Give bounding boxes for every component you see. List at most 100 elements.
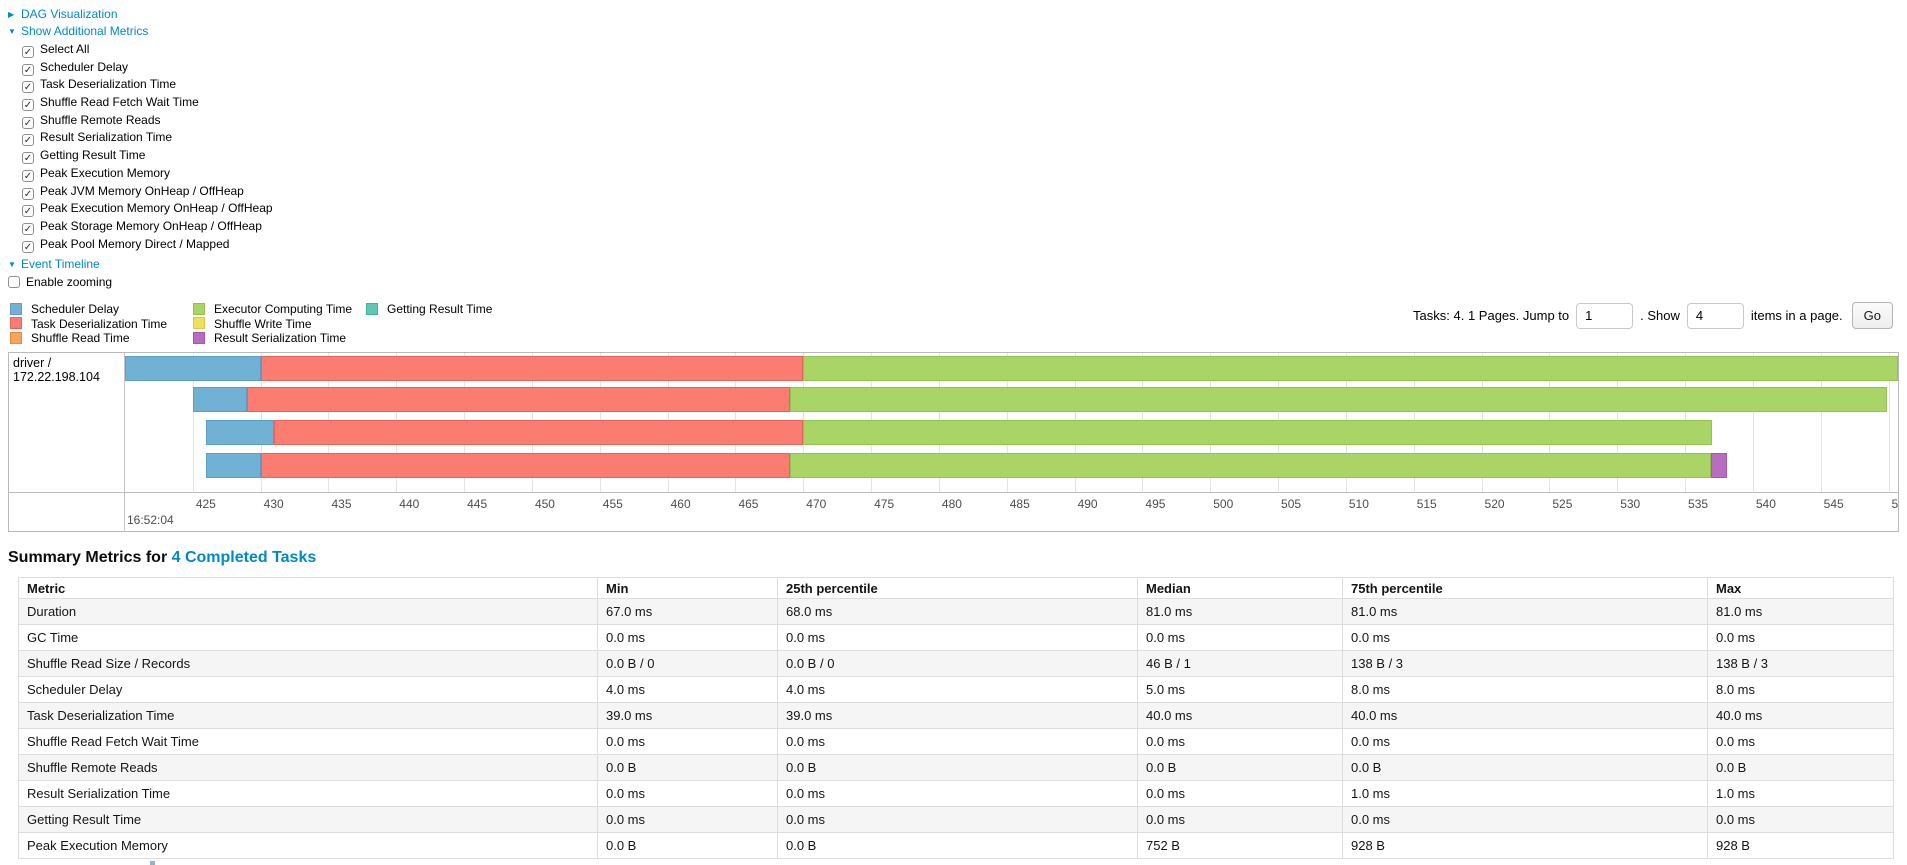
timeline-bar-task-deserialization-time[interactable] (260, 356, 804, 382)
legend-label: Task Deserialization Time (31, 316, 168, 331)
checkbox-icon[interactable]: ✓ (22, 187, 34, 200)
legend-item-scheduler-delay: Scheduler Delay (10, 302, 193, 317)
timeline-bar-scheduler-delay[interactable] (125, 356, 261, 382)
timeline-bar-executor-computing-time[interactable] (789, 453, 1711, 479)
checkbox-icon[interactable]: ✓ (22, 134, 34, 147)
metric-checkbox-item-shuffle-remote-reads[interactable]: ✓ Shuffle Remote Reads (22, 112, 1907, 130)
summary-metric-name: Shuffle Remote Reads (18, 754, 598, 782)
timeline-bar-result-serialization-time[interactable] (1710, 453, 1728, 479)
timeline-tick-label: 445 (467, 497, 488, 512)
metric-checkbox-item-peak-execution-memory-onheap-offheap[interactable]: ✓ Peak Execution Memory OnHeap / OffHeap (22, 200, 1907, 218)
timeline-tick-label: 440 (399, 497, 420, 512)
summary-metric-name: Peak Execution Memory (18, 832, 598, 860)
checkbox-icon[interactable]: ✓ (22, 169, 34, 182)
summary-metric-value: 138 B / 3 (1342, 650, 1708, 678)
enable-zooming-checkbox-icon[interactable] (8, 276, 20, 289)
summary-metric-value: 40.0 ms (1342, 702, 1708, 730)
summary-metric-name: Getting Result Time (18, 806, 598, 834)
timeline-bar-task-deserialization-time[interactable] (247, 387, 790, 413)
timeline-tick-label: 425 (195, 497, 216, 512)
legend-label: Scheduler Delay (31, 302, 120, 317)
legend-label: Executor Computing Time (214, 302, 353, 317)
legend-swatch-icon (366, 302, 378, 315)
completed-tasks-link[interactable]: 4 Completed Tasks (171, 549, 317, 567)
clipped-bottom-content (150, 861, 155, 865)
executor-group-label: driver / 172.22.198.104 (9, 353, 125, 532)
legend-item-task-deserialization-time: Task Deserialization Time (10, 317, 193, 332)
checkbox-icon[interactable]: ✓ (22, 116, 34, 129)
metric-checkbox-item-peak-jvm-memory-onheap-offheap[interactable]: ✓ Peak JVM Memory OnHeap / OffHeap (22, 183, 1907, 201)
timeline-gridline (192, 353, 194, 493)
timeline-tick-label: 465 (738, 497, 759, 512)
legend-swatch-icon (10, 302, 22, 315)
legend-item-shuffle-write-time: Shuffle Write Time (193, 317, 366, 332)
summary-metric-value: 8.0 ms (1707, 676, 1894, 704)
legend-column: Getting Result Time (366, 302, 492, 317)
metric-checkbox-item-scheduler-delay[interactable]: ✓ Scheduler Delay (22, 59, 1907, 77)
checkbox-icon[interactable]: ✓ (22, 63, 34, 76)
metrics-checkbox-list: ✓ Select All ✓ Scheduler Delay ✓ Task Deseria… (22, 41, 1907, 253)
timeline-bar-executor-computing-time[interactable] (803, 420, 1713, 446)
summary-metric-name: GC Time (18, 624, 598, 652)
enable-zooming-row[interactable]: Enable zooming (8, 274, 1907, 290)
checkbox-icon[interactable]: ✓ (22, 81, 34, 94)
summary-metric-name: Result Serialization Time (18, 780, 598, 808)
show-text: . Show (1640, 308, 1680, 324)
summary-column-header-25th-percentile: 25th percentile (777, 577, 1138, 600)
summary-metric-value: 4.0 ms (777, 676, 1138, 704)
metric-checkbox-item-peak-execution-memory[interactable]: ✓ Peak Execution Memory (22, 165, 1907, 183)
timeline-bar-scheduler-delay[interactable] (206, 453, 261, 479)
timeline-bar-scheduler-delay[interactable] (192, 387, 248, 413)
timeline-bar-executor-computing-time[interactable] (803, 356, 1898, 382)
metric-checkbox-item-shuffle-read-fetch-wait-time[interactable]: ✓ Shuffle Read Fetch Wait Time (22, 94, 1907, 112)
metric-checkbox-item-peak-storage-memory-onheap-offheap[interactable]: ✓ Peak Storage Memory OnHeap / OffHeap (22, 218, 1907, 236)
checkbox-icon[interactable]: ✓ (22, 99, 34, 112)
legend-label: Getting Result Time (387, 302, 493, 317)
summary-metric-value: 68.0 ms (777, 598, 1138, 626)
summary-metric-value: 0.0 ms (1137, 780, 1343, 808)
summary-metric-name: Duration (18, 598, 598, 626)
checkbox-icon[interactable]: ✓ (22, 152, 34, 165)
timeline-tick-label: 535 (1688, 497, 1709, 512)
legend-swatch-icon (193, 331, 205, 344)
summary-column-header-75th-percentile: 75th percentile (1342, 577, 1708, 600)
event-timeline-toggle[interactable]: ▼ Event Timeline (8, 257, 1907, 272)
metric-checkbox-label: Peak Execution Memory (40, 165, 171, 180)
metric-checkbox-item-select-all[interactable]: ✓ Select All (22, 41, 1907, 59)
event-timeline-link[interactable]: Event Timeline (21, 257, 100, 272)
dag-visualization-toggle[interactable]: ▶ DAG Visualization (8, 7, 1907, 22)
checkbox-icon[interactable]: ✓ (22, 46, 34, 58)
jump-to-page-input[interactable] (1576, 302, 1634, 329)
checkbox-icon[interactable]: ✓ (22, 222, 34, 235)
metric-checkbox-label: Task Deserialization Time (40, 77, 177, 92)
timeline-major-tick-label: 16:52:04 (127, 513, 174, 528)
page-size-input[interactable] (1686, 302, 1744, 329)
show-additional-metrics-toggle[interactable]: ▼ Show Additional Metrics (8, 24, 1907, 39)
summary-metric-value: 928 B (1342, 832, 1708, 860)
summary-metric-value: 0.0 B (777, 754, 1138, 782)
metric-checkbox-item-peak-pool-memory-direct-mapped[interactable]: ✓ Peak Pool Memory Direct / Mapped (22, 236, 1907, 254)
metric-checkbox-item-getting-result-time[interactable]: ✓ Getting Result Time (22, 147, 1907, 165)
go-button[interactable]: Go (1851, 302, 1893, 330)
legend-label: Shuffle Write Time (214, 316, 312, 331)
tasks-count-text: Tasks: 4. 1 Pages. Jump to (1413, 308, 1570, 324)
show-additional-metrics-link[interactable]: Show Additional Metrics (21, 24, 149, 38)
summary-row-shuffle-remote-reads: Shuffle Remote Reads 0.0 B 0.0 B 0.0 B 0.0 B… (18, 754, 1894, 782)
timeline-bar-executor-computing-time[interactable] (789, 387, 1888, 413)
metric-checkbox-item-result-serialization-time[interactable]: ✓ Result Serialization Time (22, 129, 1907, 147)
dag-visualization-link[interactable]: DAG Visualization (21, 7, 118, 21)
legend-swatch-icon (10, 317, 22, 330)
checkbox-icon[interactable]: ✓ (22, 205, 34, 218)
timeline-bar-task-deserialization-time[interactable] (260, 453, 790, 479)
metric-checkbox-label: Getting Result Time (40, 148, 146, 163)
timeline-bar-task-deserialization-time[interactable] (274, 420, 804, 446)
checkbox-icon[interactable]: ✓ (22, 240, 34, 253)
items-per-page-text: items in a page. (1750, 308, 1843, 324)
metric-checkbox-label: Shuffle Read Fetch Wait Time (40, 95, 199, 110)
summary-row-gc-time: GC Time 0.0 ms 0.0 ms 0.0 ms 0.0 ms 0.0 ms (18, 624, 1894, 652)
metric-checkbox-item-task-deserialization-time[interactable]: ✓ Task Deserialization Time (22, 76, 1907, 94)
timeline-tick-label: 505 (1281, 497, 1302, 512)
summary-row-result-serialization-time: Result Serialization Time 0.0 ms 0.0 ms 0.0… (18, 780, 1894, 808)
summary-metric-value: 0.0 B (1342, 754, 1708, 782)
timeline-bar-scheduler-delay[interactable] (206, 420, 275, 446)
